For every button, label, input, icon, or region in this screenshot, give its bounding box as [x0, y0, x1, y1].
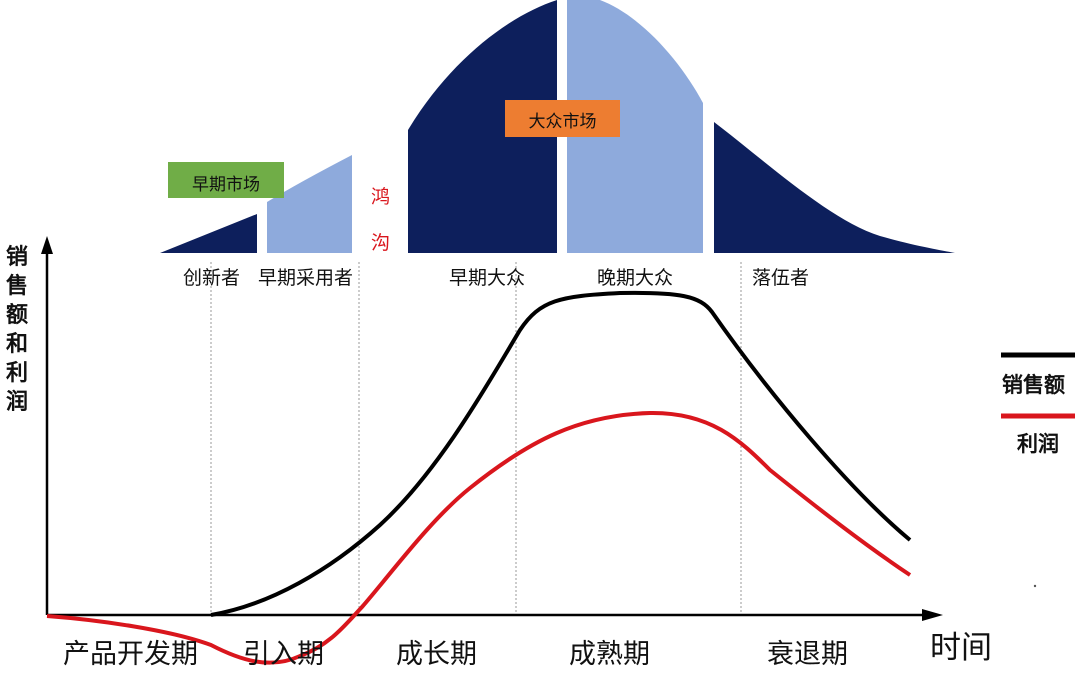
y-axis-char: 额: [5, 303, 28, 328]
phase-label-decline: 衰退期: [767, 639, 848, 670]
segment-label-late-majority: 晚期大众: [597, 267, 674, 289]
chasm-char-2: 沟: [371, 232, 391, 254]
sales-curve: [210, 290, 912, 617]
phase-dividers: [210, 262, 742, 614]
early-market-badge-bg: [168, 162, 284, 198]
profit-curve: [46, 410, 912, 665]
segment-early-majority: [408, 0, 557, 253]
mass-market-label: 大众市场: [528, 112, 597, 132]
segment-laggards: [714, 122, 955, 253]
stray-dot: [1033, 584, 1037, 588]
y-axis-char: 利: [5, 361, 28, 386]
segment-label-laggards: 落伍者: [752, 267, 810, 289]
mass-market-badge-bg: [505, 100, 620, 137]
y-axis-char: 和: [5, 332, 28, 357]
x-axis-arrow: [922, 609, 943, 621]
phase-label-development: 产品开发期: [63, 639, 198, 670]
y-axis-char: 售: [5, 274, 28, 299]
segment-label-early-majority: 早期大众: [449, 267, 526, 289]
y-axis-char: 销: [5, 245, 28, 270]
segment-label-early-adopters: 早期采用者: [258, 267, 354, 289]
segment-early-adopters: [267, 155, 352, 253]
segment-innovators: [160, 214, 257, 253]
x-axis-label: 时间: [930, 630, 992, 666]
segment-label-innovators: 创新者: [183, 267, 241, 289]
phase-label-growth: 成长期: [396, 639, 477, 670]
y-axis-char: 润: [5, 390, 28, 415]
legend-profit-label: 利润: [1017, 432, 1059, 456]
phase-label-introduction: 引入期: [243, 639, 324, 670]
legend-sales-label: 销售额: [1002, 373, 1065, 397]
phase-label-maturity: 成熟期: [569, 639, 650, 670]
chasm-char-1: 鸿: [371, 186, 391, 208]
early-market-label: 早期市场: [192, 175, 260, 195]
y-axis-arrow: [41, 236, 53, 254]
y-axis-label: 销 售 额 和 利 润: [4, 243, 30, 417]
segment-late-majority: [567, 0, 703, 253]
